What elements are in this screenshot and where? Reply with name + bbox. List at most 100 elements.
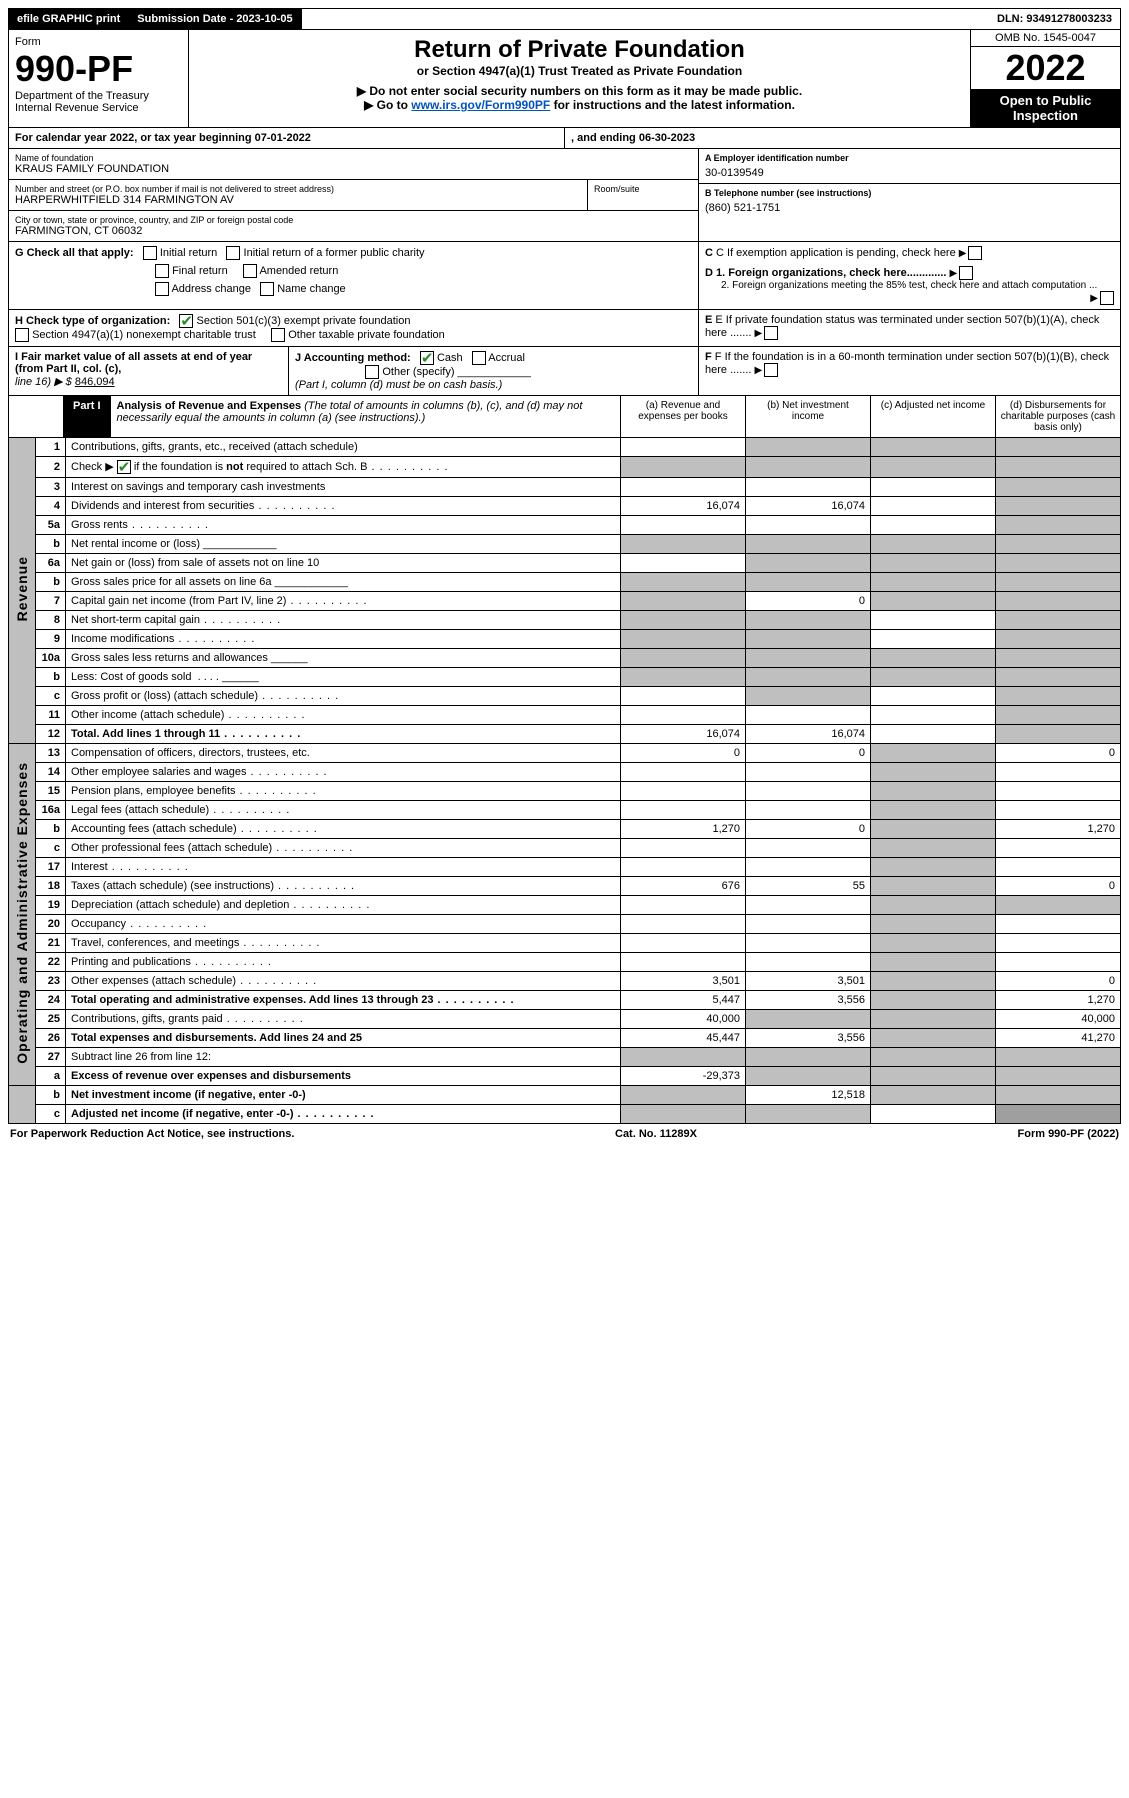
row-27: 27Subtract line 26 from line 12:	[9, 1048, 1121, 1067]
r16b-a: 1,270	[621, 820, 746, 839]
note-2: ▶ Go to www.irs.gov/Form990PF for instru…	[195, 98, 964, 112]
g-opt-5: Name change	[277, 283, 346, 295]
row-27c: cAdjusted net income (if negative, enter…	[9, 1105, 1121, 1124]
chk-other-method[interactable]	[365, 365, 379, 379]
r2-d: Check ▶ if the foundation is not require…	[66, 457, 621, 478]
row-4: 4Dividends and interest from securities …	[9, 497, 1121, 516]
chk-d1[interactable]	[959, 266, 973, 280]
r1-n: 1	[36, 438, 66, 457]
r24-d: Total operating and administrative expen…	[71, 994, 433, 1006]
chk-initial-return[interactable]	[143, 246, 157, 260]
chk-name-change[interactable]	[260, 282, 274, 296]
r4-n: 4	[36, 497, 66, 516]
r16a-d: Legal fees (attach schedule)	[71, 804, 209, 816]
chk-sch-b[interactable]	[117, 460, 131, 474]
row-10c: cGross profit or (loss) (attach schedule…	[9, 687, 1121, 706]
r27-n: 27	[36, 1048, 66, 1067]
r10a-n: 10a	[36, 649, 66, 668]
r17-d: Interest	[71, 861, 108, 873]
row-10b: bLess: Cost of goods sold . . . . ______	[9, 668, 1121, 687]
row-11: 11Other income (attach schedule)	[9, 706, 1121, 725]
row-15: 15 Pension plans, employee benefits	[9, 782, 1121, 801]
chk-e[interactable]	[764, 326, 778, 340]
j-cash: Cash	[437, 352, 463, 364]
section-h-e: H Check type of organization: Section 50…	[8, 310, 1121, 347]
row-13: Operating and Administrative Expenses 13…	[9, 744, 1121, 763]
h-opt-3: Other taxable private foundation	[288, 329, 445, 341]
r15-n: 15	[36, 782, 66, 801]
row-1: Revenue 1Contributions, gifts, grants, e…	[9, 438, 1121, 457]
r19-n: 19	[36, 896, 66, 915]
row-14: 14Other employee salaries and wages	[9, 763, 1121, 782]
c-line: C C If exemption application is pending,…	[705, 246, 1114, 260]
phone-label: B Telephone number (see instructions)	[705, 188, 1114, 198]
g-opt-4: Address change	[171, 283, 251, 295]
r13-d: Compensation of officers, directors, tru…	[66, 744, 621, 763]
dept-2: Internal Revenue Service	[15, 102, 182, 114]
i-text-1: I Fair market value of all assets at end…	[15, 351, 252, 375]
calendar-year-row: For calendar year 2022, or tax year begi…	[8, 128, 1121, 149]
col-b-hdr: (b) Net investment income	[745, 396, 870, 437]
chk-c[interactable]	[968, 246, 982, 260]
chk-amended[interactable]	[243, 264, 257, 278]
ein-value: 30-0139549	[705, 167, 1114, 179]
r24-n: 24	[36, 991, 66, 1010]
form-header: Form 990-PF Department of the Treasury I…	[8, 30, 1121, 128]
row-5b: bNet rental income or (loss) ___________…	[9, 535, 1121, 554]
row-10a: 10aGross sales less returns and allowanc…	[9, 649, 1121, 668]
chk-final-return[interactable]	[155, 264, 169, 278]
row-27a: aExcess of revenue over expenses and dis…	[9, 1067, 1121, 1086]
r7-n: 7	[36, 592, 66, 611]
r6b-n: b	[36, 573, 66, 592]
efile-btn[interactable]: efile GRAPHIC print	[9, 9, 129, 29]
phone-value: (860) 521-1751	[705, 202, 1114, 214]
g-line: G Check all that apply: Initial return I…	[15, 246, 692, 260]
r24-a: 5,447	[621, 991, 746, 1010]
chk-address-change[interactable]	[155, 282, 169, 296]
r27a-a: -29,373	[621, 1067, 746, 1086]
d1-line: D 1. Foreign organizations, check here..…	[705, 266, 1114, 280]
chk-accrual[interactable]	[472, 351, 486, 365]
r21-d: Travel, conferences, and meetings	[71, 937, 239, 949]
r14-d: Other employee salaries and wages	[71, 766, 246, 778]
r15-d: Pension plans, employee benefits	[71, 785, 236, 797]
g-line2: Final return Amended return	[155, 264, 692, 278]
chk-501c3[interactable]	[179, 314, 193, 328]
row-9: 9Income modifications	[9, 630, 1121, 649]
r26-n: 26	[36, 1029, 66, 1048]
row-6a: 6aNet gain or (loss) from sale of assets…	[9, 554, 1121, 573]
row-16b: bAccounting fees (attach schedule) 1,270…	[9, 820, 1121, 839]
col-a-hdr: (a) Revenue and expenses per books	[620, 396, 745, 437]
r1-d: Contributions, gifts, grants, etc., rece…	[66, 438, 621, 457]
r11-n: 11	[36, 706, 66, 725]
r12-d: Total. Add lines 1 through 11	[71, 728, 220, 740]
row-18: 18Taxes (attach schedule) (see instructi…	[9, 877, 1121, 896]
r27c-n: c	[36, 1105, 66, 1124]
r6a-d: Net gain or (loss) from sale of assets n…	[66, 554, 621, 573]
r26-d: Total expenses and disbursements. Add li…	[66, 1029, 621, 1048]
r3-n: 3	[36, 478, 66, 497]
part1-title: Analysis of Revenue and Expenses (The to…	[111, 396, 620, 437]
r2-n: 2	[36, 457, 66, 478]
row-16a: 16aLegal fees (attach schedule)	[9, 801, 1121, 820]
chk-f[interactable]	[764, 363, 778, 377]
chk-d2[interactable]	[1100, 291, 1114, 305]
part1-header: Part I Analysis of Revenue and Expenses …	[8, 396, 1121, 438]
row-26: 26Total expenses and disbursements. Add …	[9, 1029, 1121, 1048]
row-8: 8Net short-term capital gain	[9, 611, 1121, 630]
r23-a: 3,501	[621, 972, 746, 991]
side-revenue: Revenue	[14, 556, 30, 621]
r26-dd: 41,270	[996, 1029, 1121, 1048]
chk-other-taxable[interactable]	[271, 328, 285, 342]
r16c-d: Other professional fees (attach schedule…	[71, 842, 272, 854]
note2-pre: ▶ Go to	[364, 98, 411, 112]
r16c-n: c	[36, 839, 66, 858]
row-17: 17Interest	[9, 858, 1121, 877]
form990pf-link[interactable]: www.irs.gov/Form990PF	[411, 98, 550, 112]
submission-date-btn[interactable]: Submission Date - 2023-10-05	[129, 9, 301, 29]
chk-4947[interactable]	[15, 328, 29, 342]
chk-initial-former[interactable]	[226, 246, 240, 260]
r4-b: 16,074	[746, 497, 871, 516]
chk-cash[interactable]	[420, 351, 434, 365]
side-expenses: Operating and Administrative Expenses	[14, 762, 30, 1064]
